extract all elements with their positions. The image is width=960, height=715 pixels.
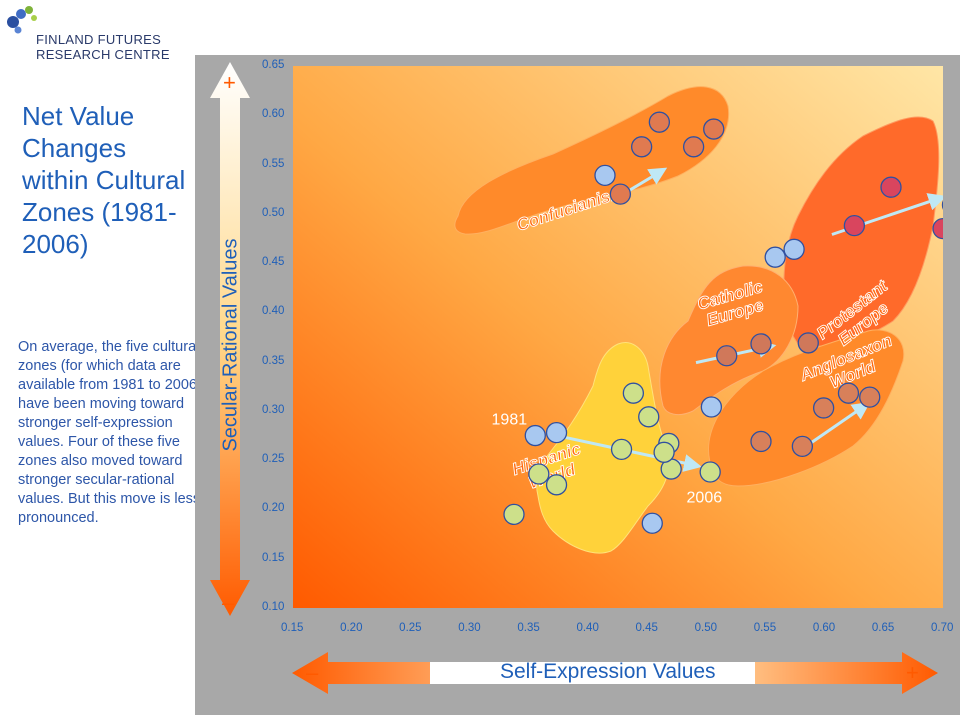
data-point [750,333,772,355]
y-plus-sign: + [223,70,236,95]
data-point [843,214,866,237]
page-title: Net Value Changes within Cultural Zones … [22,101,186,259]
x-tick-label: 0.30 [458,622,481,634]
data-point [528,463,550,485]
data-point [716,345,738,367]
label-2006: 2006 [687,490,723,507]
zone-region-catholic [659,265,799,416]
y-tick-label: 0.15 [262,551,285,564]
data-point [764,246,786,268]
data-point [594,164,616,187]
label-1981: 1981 [492,412,528,429]
y-tick-label: 0.25 [262,453,285,466]
x-tick-label: 0.20 [340,622,363,634]
data-point [941,200,943,210]
data-point [880,176,902,198]
y-axis-label: Secular-Rational Values [219,238,242,452]
x-axis-label: Self-Expression Values [500,660,716,683]
data-point [837,382,860,404]
data-point [791,435,814,458]
y-tick-label: 0.45 [262,256,285,269]
logo-line1: FINLAND FUTURES [36,32,162,47]
x-tick-label: 0.60 [812,622,836,634]
x-tick-label: 0.55 [753,622,777,634]
y-tick-label: 0.65 [262,59,285,71]
data-point [682,136,705,158]
y-tick-label: 0.40 [262,305,285,318]
x-tick-label: 0.35 [517,622,540,634]
data-point [503,503,525,526]
data-point [545,421,568,444]
data-point [700,396,723,418]
y-tick-label: 0.35 [262,354,285,367]
data-point [610,438,633,460]
y-tick-label: 0.20 [262,502,285,515]
logo: FINLAND FUTURES RESEARCH CENTRE [4,4,174,64]
x-tick-label: 0.25 [399,622,422,634]
data-point [545,474,568,496]
description-text: On average, the five cultural zones (for… [18,339,202,526]
data-point [703,118,725,140]
y-axis-label-wrap: Secular-Rational Values [218,215,244,475]
x-plus-sign: + [906,660,919,685]
data-point [783,238,805,260]
y-tick-label: 0.60 [262,108,285,121]
x-minus-sign: – [306,660,319,685]
data-point [932,217,943,240]
x-tick-label: 0.15 [281,622,304,634]
x-tick-label: 0.50 [694,622,718,634]
x-tick-label: 0.70 [931,622,954,634]
logo-line2: RESEARCH CENTRE [36,47,170,62]
data-point [609,183,632,205]
data-point [750,430,772,453]
data-point [859,386,881,408]
data-point [797,332,819,354]
y-tick-label: 0.55 [262,157,285,170]
data-point [648,111,671,133]
plot-area: ConfucianismProtestantEuropeCatholicEuro… [293,66,943,608]
data-point [653,441,675,463]
y-axis-arrow [210,62,250,616]
x-tick-label: 0.40 [576,622,599,634]
data-point [699,461,721,483]
y-minus-sign: – [222,590,235,615]
x-tick-label: 0.65 [871,622,895,634]
y-tick-label: 0.50 [262,206,285,219]
trend-arrow [805,401,871,448]
data-point [622,382,645,404]
x-tick-label: 0.45 [635,622,658,634]
data-point [641,512,663,534]
data-point [524,424,546,447]
x-axis-arrow [292,652,938,694]
data-point [630,136,653,158]
y-tick-label: 0.30 [262,403,285,416]
data-point [812,397,835,419]
logo-mark [7,6,37,34]
data-point [638,406,660,428]
y-tick-label: 0.10 [262,601,285,613]
